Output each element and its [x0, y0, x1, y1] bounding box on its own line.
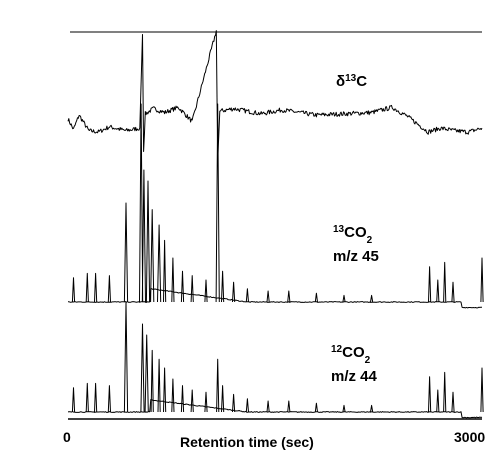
mz45-peak [157, 224, 162, 303]
mz45-peak [85, 272, 89, 303]
mz45-peak [480, 257, 484, 303]
mz44-peak [144, 334, 149, 413]
delta13c-element: C [356, 73, 367, 90]
mz45-peak [443, 261, 447, 303]
mz44-peak [480, 367, 484, 413]
mz45-peak [171, 257, 175, 303]
mz45-peak [180, 270, 185, 303]
mz44-peak [150, 349, 154, 413]
mz45-peak [215, 103, 220, 303]
trace-layer [67, 30, 484, 419]
mz44-peak [232, 393, 236, 413]
mz44-peak [190, 389, 194, 413]
mz45-peak [451, 281, 455, 303]
mz45-peak [163, 239, 167, 303]
mz44-baseline [67, 399, 483, 419]
delta-symbol: δ [336, 73, 345, 90]
delta13c-trace [67, 30, 483, 162]
mz45-peak [150, 209, 155, 303]
x-axis-title: Retention time (sec) [180, 434, 314, 450]
mz45-peak [428, 266, 432, 303]
mz44-peak [221, 385, 225, 413]
delta13c-superscript: 13 [345, 73, 357, 84]
mz44-peak [140, 323, 145, 413]
mz45-peak [141, 169, 146, 303]
mz44-peak [443, 371, 447, 413]
mz44-peak [180, 385, 185, 413]
mz44-peak [123, 301, 129, 413]
mz44-peak [342, 404, 346, 413]
mz45-baseline [68, 288, 482, 309]
mz45-peak [190, 275, 194, 303]
mz45-peak [139, 103, 144, 303]
co2-12-molecule: CO [342, 344, 365, 361]
mz45-peak [145, 180, 151, 303]
mz44-peak [266, 400, 270, 413]
co2-13-mz-label: m/z 45 [333, 248, 379, 265]
x-tick-label-end: 3000 [454, 429, 485, 445]
mz45-peak [314, 292, 318, 303]
co2-13-subscript: 2 [367, 235, 373, 246]
mz45-peak [370, 294, 374, 303]
mz45-peak [232, 281, 236, 303]
mz45-peak [342, 294, 346, 303]
mz45-peak [123, 202, 129, 303]
mz44-peak [163, 367, 167, 413]
mz45-peak [71, 277, 76, 303]
mz44-peak [428, 376, 432, 413]
mz44-peak [216, 358, 220, 413]
mz44-peak [287, 400, 291, 413]
co2-12-subscript: 2 [365, 355, 371, 366]
mz44-peak [85, 382, 89, 413]
mz45-peak [204, 279, 208, 303]
mz45-peak [94, 272, 98, 303]
mz44-peak [451, 391, 455, 413]
mz45-peak [221, 270, 225, 303]
mz44-peak [157, 358, 161, 413]
mz44-peak [107, 385, 111, 413]
mz44-peak [245, 398, 249, 413]
mz45-peak [436, 279, 440, 303]
co2-13-molecule: CO [344, 224, 367, 241]
x-tick-label-start: 0 [63, 429, 71, 445]
mz44-peak [314, 402, 318, 413]
co2-13-superscript: 13 [333, 224, 345, 235]
mz44-peak [204, 391, 208, 413]
mz45-peak [245, 288, 249, 303]
mz44-peak [71, 387, 76, 413]
co2-12-superscript: 12 [331, 344, 343, 355]
co2-12-label: 12CO2 [331, 344, 371, 366]
mz45-peak [266, 290, 270, 303]
co2-12-mz-label: m/z 44 [331, 368, 378, 385]
mz44-peak [94, 382, 98, 413]
mz44-peak [370, 404, 374, 413]
co2-13-label: 13CO2 [333, 224, 373, 246]
delta13c-label: δ13C [336, 73, 367, 91]
mz44-peak [171, 378, 175, 413]
mz44-peak [436, 389, 440, 413]
mz45-peak [107, 275, 111, 303]
mz45-peak [287, 290, 291, 303]
